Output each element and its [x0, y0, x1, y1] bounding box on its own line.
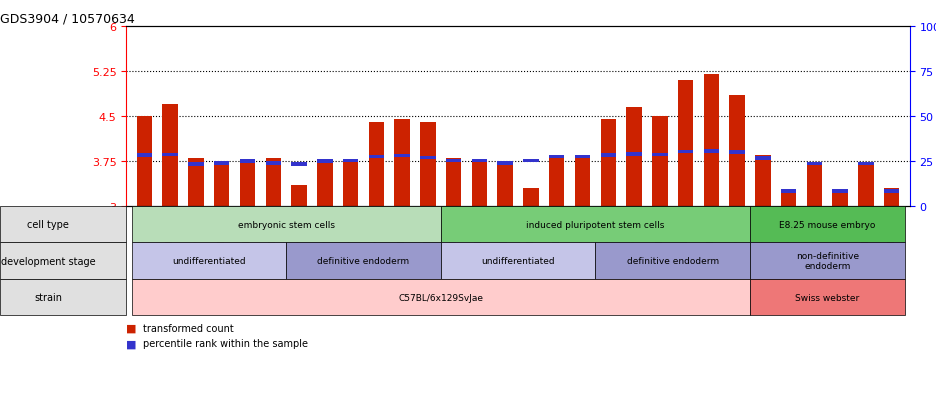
Bar: [163, 104, 178, 206]
Bar: [394, 155, 410, 158]
Bar: [781, 190, 797, 193]
Bar: [472, 159, 487, 163]
Bar: [472, 161, 487, 206]
Bar: [317, 160, 332, 164]
Text: ■: ■: [126, 323, 137, 333]
Bar: [214, 164, 229, 206]
Text: cell type: cell type: [27, 220, 69, 230]
Text: C57BL/6x129SvJae: C57BL/6x129SvJae: [398, 293, 483, 302]
Bar: [343, 159, 358, 163]
Bar: [188, 159, 204, 206]
Bar: [369, 155, 384, 159]
Bar: [137, 116, 153, 206]
Bar: [729, 151, 745, 154]
Text: induced pluripotent stem cells: induced pluripotent stem cells: [526, 220, 665, 229]
Bar: [729, 96, 745, 206]
Text: percentile rank within the sample: percentile rank within the sample: [143, 339, 308, 349]
Text: definitive endoderm: definitive endoderm: [626, 256, 719, 266]
Bar: [884, 188, 899, 206]
Bar: [549, 156, 564, 206]
Bar: [240, 161, 256, 206]
Bar: [291, 163, 307, 166]
Bar: [420, 123, 435, 206]
Bar: [163, 154, 178, 157]
Bar: [369, 123, 384, 206]
Bar: [575, 156, 591, 206]
Bar: [652, 116, 667, 206]
Text: undifferentiated: undifferentiated: [481, 256, 555, 266]
Bar: [523, 159, 539, 163]
Text: non-definitive
endoderm: non-definitive endoderm: [796, 252, 859, 271]
Text: embryonic stem cells: embryonic stem cells: [238, 220, 335, 229]
Bar: [343, 161, 358, 206]
Bar: [807, 164, 822, 206]
Bar: [807, 162, 822, 166]
Bar: [188, 163, 204, 166]
Bar: [497, 161, 513, 206]
Bar: [394, 120, 410, 206]
Bar: [266, 162, 281, 165]
Bar: [858, 164, 873, 206]
Bar: [678, 81, 694, 206]
Bar: [704, 150, 719, 153]
Bar: [755, 157, 770, 160]
Text: strain: strain: [34, 292, 62, 302]
Text: transformed count: transformed count: [143, 323, 234, 333]
Bar: [626, 108, 642, 206]
Bar: [137, 154, 153, 157]
Bar: [832, 192, 848, 206]
Text: ■: ■: [126, 339, 137, 349]
Text: undifferentiated: undifferentiated: [172, 256, 245, 266]
Text: GDS3904 / 10570634: GDS3904 / 10570634: [0, 13, 135, 26]
Bar: [601, 120, 616, 206]
Bar: [446, 159, 461, 206]
Bar: [652, 154, 667, 157]
Bar: [291, 185, 307, 206]
Bar: [266, 159, 281, 206]
Bar: [575, 155, 591, 159]
Bar: [240, 160, 256, 164]
Bar: [858, 162, 873, 166]
Bar: [214, 162, 229, 165]
Text: E8.25 mouse embryo: E8.25 mouse embryo: [779, 220, 875, 229]
Bar: [601, 154, 616, 157]
Bar: [704, 75, 719, 206]
Bar: [420, 157, 435, 160]
Bar: [446, 159, 461, 163]
Bar: [755, 156, 770, 206]
Bar: [317, 161, 332, 206]
Bar: [523, 188, 539, 206]
Text: definitive endoderm: definitive endoderm: [317, 256, 410, 266]
Text: development stage: development stage: [1, 256, 95, 266]
Bar: [678, 150, 694, 154]
Bar: [832, 190, 848, 193]
Bar: [626, 153, 642, 156]
Bar: [549, 155, 564, 159]
Bar: [781, 192, 797, 206]
Bar: [497, 162, 513, 165]
Text: Swiss webster: Swiss webster: [796, 293, 859, 302]
Bar: [884, 190, 899, 193]
